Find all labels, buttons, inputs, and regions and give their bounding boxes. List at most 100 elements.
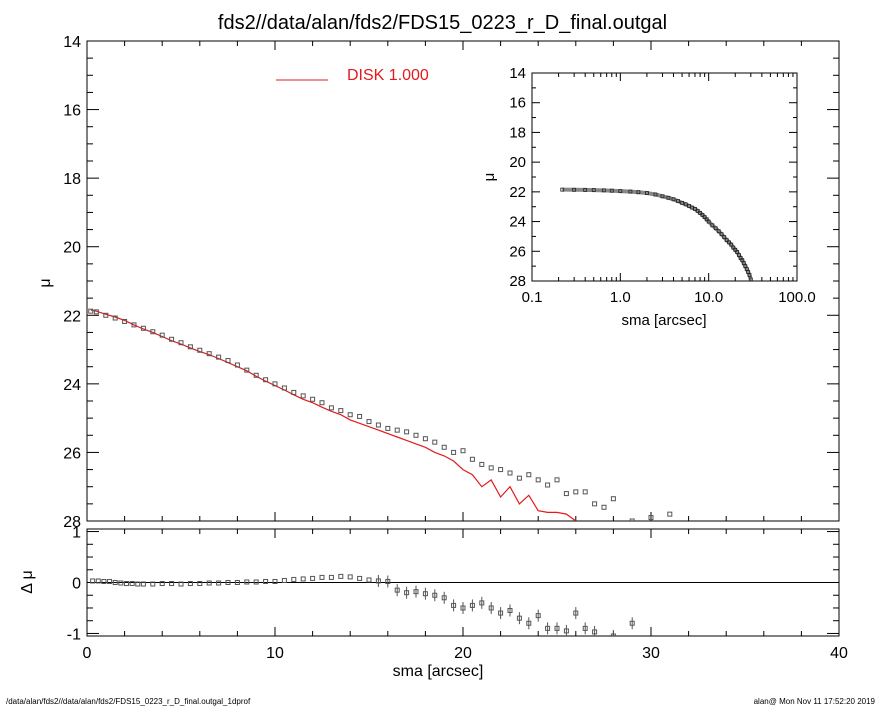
profile-data-point bbox=[150, 329, 156, 335]
residual-y-tick-label: 0 bbox=[72, 576, 81, 593]
residual-x-tick-label: 20 bbox=[454, 645, 472, 662]
residual-x-tick-label: 30 bbox=[642, 645, 660, 662]
footer-user-timestamp: alan@ Mon Nov 11 17:52:20 2019 bbox=[753, 697, 875, 706]
profile-data-point bbox=[272, 381, 278, 387]
profile-data-point bbox=[385, 425, 391, 431]
residual-data-point bbox=[135, 581, 141, 587]
profile-data-point bbox=[507, 470, 513, 476]
residual-data-point bbox=[488, 605, 494, 611]
profile-data-point bbox=[103, 312, 109, 318]
x-axis-label: sma [arcsec] bbox=[393, 663, 484, 680]
profile-data-point bbox=[582, 489, 588, 495]
residual-data-point bbox=[516, 615, 522, 621]
profile-data-point bbox=[535, 477, 541, 483]
residual-data-point bbox=[451, 602, 457, 608]
residual-y-tick-label: 1 bbox=[72, 525, 81, 542]
residual-data-point bbox=[394, 587, 400, 593]
residual-x-tick-label: 40 bbox=[830, 645, 848, 662]
inset-data-point bbox=[676, 199, 680, 203]
profile-data-point bbox=[159, 332, 165, 338]
profile-data-point bbox=[253, 372, 259, 378]
inset-data-point bbox=[706, 219, 711, 224]
residual-data-point bbox=[545, 625, 551, 631]
inset-data-point bbox=[695, 208, 700, 213]
profile-data-point bbox=[601, 504, 607, 510]
residual-data-point bbox=[272, 578, 278, 584]
residual-data-point bbox=[535, 613, 541, 619]
inset-x-tick-label: 10.0 bbox=[694, 289, 723, 306]
residual-data-point bbox=[413, 589, 419, 595]
inset-y-tick-label: 28 bbox=[509, 273, 526, 290]
inset-x-tick-label: 1.0 bbox=[610, 289, 631, 306]
residual-data-point bbox=[140, 581, 146, 587]
residual-data-point bbox=[526, 620, 532, 626]
inset-data-point bbox=[713, 226, 718, 231]
profile-data-point bbox=[234, 362, 240, 368]
inset-data-point bbox=[747, 273, 752, 277]
residual-x-tick-label: 0 bbox=[83, 645, 92, 662]
residual-data-point bbox=[291, 576, 297, 582]
profile-data-point bbox=[422, 436, 428, 442]
residual-data-point bbox=[366, 577, 372, 583]
inset-data-point bbox=[609, 188, 614, 193]
inset-data-point bbox=[710, 223, 715, 228]
residual-y-axis-label: Δ μ bbox=[19, 570, 36, 593]
inset-y-tick-label: 22 bbox=[509, 184, 526, 201]
profile-data-point bbox=[88, 308, 94, 314]
residual-data-point bbox=[479, 600, 485, 606]
profile-data-point bbox=[338, 408, 344, 414]
residual-data-point bbox=[129, 581, 135, 587]
residual-data-point bbox=[107, 578, 113, 584]
profile-data-point bbox=[244, 367, 250, 373]
inset-data-point bbox=[729, 242, 734, 247]
main-y-tick-label: 20 bbox=[63, 240, 81, 257]
profile-data-point bbox=[460, 448, 466, 454]
footer-file-path: /data/alan/fds2//data/alan/fds2/FDS15_02… bbox=[6, 697, 251, 706]
residual-data-point bbox=[338, 573, 344, 579]
residual-data-point bbox=[328, 574, 334, 580]
main-y-axis-label: μ bbox=[37, 278, 54, 287]
profile-data-point bbox=[216, 354, 222, 360]
residual-data-point bbox=[507, 608, 513, 614]
residual-data-point bbox=[469, 602, 475, 608]
residual-data-point bbox=[234, 580, 240, 585]
profile-data-point bbox=[197, 347, 203, 353]
residual-data-point bbox=[216, 580, 222, 586]
profile-data-point bbox=[554, 477, 560, 483]
profile-data-point bbox=[169, 336, 175, 342]
profile-data-point bbox=[451, 449, 457, 455]
inset-y-tick-label: 20 bbox=[509, 154, 526, 171]
main-plot: 14 16 18 20 22 24 26 28 μ DISK 1.000 bbox=[37, 34, 840, 531]
legend-label: DISK 1.000 bbox=[347, 67, 429, 84]
inset-data-point bbox=[645, 191, 649, 195]
profile-data-point bbox=[347, 412, 353, 418]
inset-data-point bbox=[636, 190, 641, 195]
inset-plot-frame bbox=[531, 72, 798, 282]
profile-data-point bbox=[140, 325, 146, 331]
inset-y-tick-label: 14 bbox=[509, 65, 526, 82]
residual-data-point bbox=[123, 581, 129, 587]
inset-data-point bbox=[722, 235, 727, 240]
inset-x-tick-label: 100.0 bbox=[778, 289, 816, 306]
residual-data-point bbox=[197, 581, 203, 587]
residual-data-point bbox=[432, 592, 438, 598]
profile-data-point bbox=[498, 467, 504, 473]
inset-data-point bbox=[583, 188, 588, 192]
residual-data-point bbox=[244, 579, 250, 585]
profile-data-point bbox=[131, 322, 137, 328]
profile-data-point bbox=[667, 511, 673, 517]
residual-data-point bbox=[310, 575, 316, 581]
residual-data-point bbox=[263, 578, 269, 584]
inset-x-tick-label: 0.1 bbox=[522, 289, 543, 306]
inset-data-point bbox=[731, 245, 736, 250]
main-y-tick-label: 16 bbox=[63, 103, 81, 120]
profile-data-point bbox=[310, 396, 316, 402]
inset-data-point bbox=[560, 187, 565, 192]
main-plot-area bbox=[88, 308, 673, 521]
profile-data-point bbox=[648, 515, 654, 521]
profile-data-point bbox=[357, 413, 363, 419]
inset-data-point bbox=[748, 277, 753, 281]
disk-model-line bbox=[90, 309, 577, 521]
